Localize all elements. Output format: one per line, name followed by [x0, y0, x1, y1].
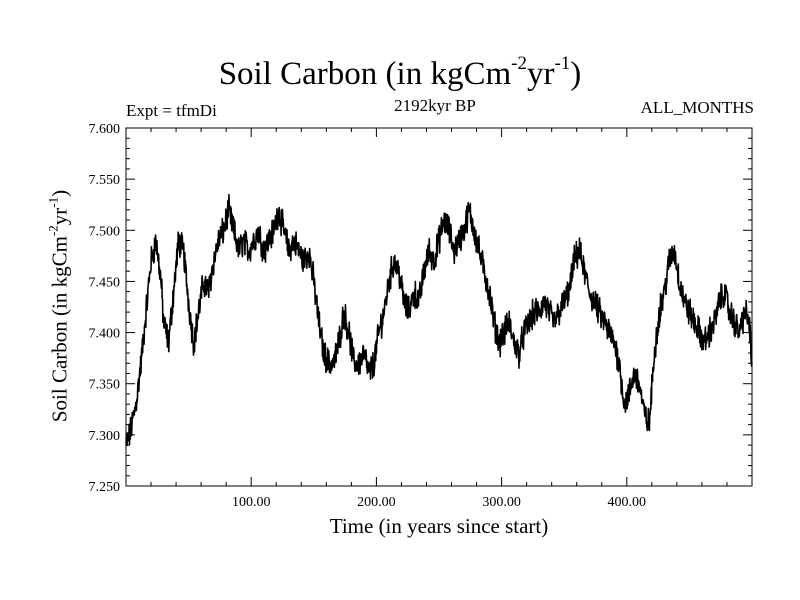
x-axis-label: Time (in years since start): [329, 514, 549, 538]
y-tick-label: 7.400: [89, 327, 121, 342]
y-tick-label: 7.600: [89, 122, 121, 137]
period-label: 2192kyr BP: [394, 96, 476, 115]
y-tick-label: 7.300: [89, 429, 121, 444]
plot-frame: [125, 127, 753, 487]
chart-title-mid: yr: [526, 56, 555, 92]
y-tick-label: 7.450: [89, 275, 121, 290]
x-tick-label: 300.00: [482, 495, 521, 510]
series-line-soil-carbon: [125, 193, 753, 447]
y-tick-label: 7.350: [89, 378, 121, 393]
chart-title: Soil Carbon (in kgCm-2yr-1): [0, 53, 800, 93]
series-layer: [125, 193, 753, 447]
x-tick-label: 400.00: [608, 495, 647, 510]
experiment-label: Expt = tfmDi: [126, 101, 217, 120]
x-tick-label: 100.00: [232, 495, 271, 510]
chart-title-exponent-2: -1: [554, 53, 571, 74]
y-tick-label: 7.550: [89, 173, 121, 188]
chart-title-end: ): [570, 56, 582, 92]
chart-title-exponent-1: -2: [511, 53, 527, 74]
months-label: ALL_MONTHS: [640, 98, 754, 117]
y-tick-label: 7.250: [89, 480, 121, 495]
y-tick-label: 7.500: [89, 224, 121, 239]
chart-title-main: Soil Carbon (in kgCm: [218, 56, 512, 92]
axis-layer: 7.250 7.300 7.350 7.400 7.450 7.500 7.550 7.600…: [89, 122, 752, 510]
y-axis-label: Soil Carbon (in kgCm-2yr-1): [45, 189, 72, 423]
x-tick-label: 200.00: [357, 495, 396, 510]
